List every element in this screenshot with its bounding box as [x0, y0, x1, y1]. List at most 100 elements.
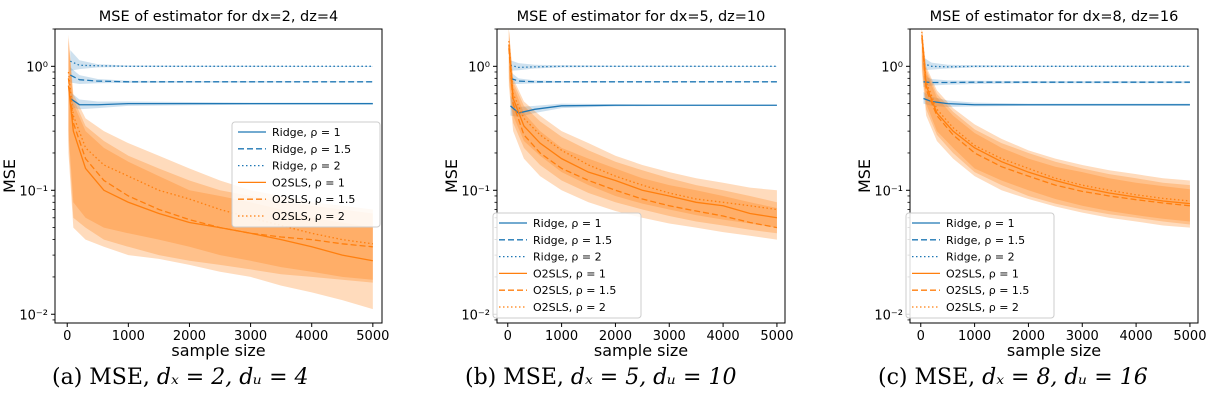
y-tick-label: 10⁰	[26, 60, 48, 75]
series-band-1	[923, 92, 1190, 107]
x-tick-label: 3000	[653, 329, 686, 344]
legend-box	[231, 121, 381, 228]
caption-a-math: dₓ = 2, dᵤ = 4	[156, 365, 309, 390]
axes-frame	[54, 28, 383, 324]
y-tick-label: 10⁻²	[461, 308, 490, 323]
y-tick-label: 10⁰	[881, 60, 903, 75]
caption-c: (c) MSE, dₓ = 8, dᵤ = 16	[878, 365, 1148, 390]
x-tick-label: 3000	[234, 329, 267, 344]
series-line-2	[510, 77, 777, 83]
x-axis-label: sample size	[171, 341, 265, 360]
plot-area	[921, 29, 1190, 228]
legend-label-3: Ridge, ρ = 2	[946, 251, 1015, 264]
legend-label-6: O2SLS, ρ = 2	[946, 301, 1019, 314]
legend-label-3: Ridge, ρ = 2	[533, 251, 602, 264]
series-line-2	[69, 74, 373, 83]
legend-label-5: O2SLS, ρ = 1.5	[946, 284, 1029, 297]
legend-label-1: Ridge, ρ = 1	[272, 126, 341, 139]
series-band-5	[921, 29, 1190, 228]
x-tick-label: 2000	[1012, 329, 1045, 344]
legend-label-6: O2SLS, ρ = 2	[533, 301, 606, 314]
series-band-3	[70, 50, 373, 71]
plot-area	[508, 29, 778, 240]
y-tick-label: 10⁻¹	[19, 184, 48, 199]
series-line-2	[923, 81, 1190, 84]
legend: Ridge, ρ = 1 Ridge, ρ = 1.5 Ridge, ρ = 2 O2…	[905, 212, 1055, 319]
chart-title: MSE of estimator for dx=5, dz=10	[517, 9, 766, 25]
series-band-5	[508, 29, 777, 240]
x-tick-label: 5000	[356, 329, 389, 344]
series-line-5	[921, 37, 1190, 207]
x-tick-label: 4000	[707, 329, 740, 344]
x-tick-label: 0	[63, 329, 71, 344]
legend-label-2: Ridge, ρ = 1.5	[533, 234, 612, 247]
series-band-2	[923, 75, 1190, 88]
legend: Ridge, ρ = 1 Ridge, ρ = 1.5 Ridge, ρ = 2 O2…	[492, 212, 642, 319]
chart-panel-3: MSE of estimator for dx=8, dz=16 0 1000 200…	[855, 9, 1206, 360]
series-line-6	[508, 40, 778, 211]
series-band-3	[510, 60, 777, 71]
legend-label-6: O2SLS, ρ = 2	[272, 210, 345, 223]
y-axis-label: MSE	[0, 159, 19, 193]
x-axis-label: sample size	[594, 341, 688, 360]
legend: Ridge, ρ = 1 Ridge, ρ = 1.5 Ridge, ρ = 2 O2…	[231, 121, 381, 228]
series-band-6	[921, 29, 1190, 222]
legend-box	[905, 212, 1055, 319]
caption-a-prefix: (a) MSE,	[52, 365, 157, 390]
x-tick-label: 5000	[760, 329, 793, 344]
x-tick-label: 4000	[295, 329, 328, 344]
series-band-1	[70, 92, 373, 110]
x-tick-label: 3000	[1066, 329, 1099, 344]
chart-title: MSE of estimator for dx=8, dz=16	[930, 9, 1179, 25]
series-line-3	[923, 63, 1190, 68]
axes-frame	[496, 28, 786, 324]
y-tick-label: 10⁻²	[19, 308, 48, 323]
x-tick-label: 0	[917, 329, 925, 344]
x-tick-label: 1000	[545, 329, 578, 344]
legend-label-2: Ridge, ρ = 1.5	[946, 234, 1025, 247]
y-tick-label: 10⁻¹	[874, 184, 903, 199]
series-band-2	[70, 67, 373, 85]
series-line-4	[921, 34, 1190, 205]
chart-panel-2: MSE of estimator for dx=5, dz=10 0 1000 200…	[442, 9, 793, 360]
y-tick-label: 10⁰	[468, 60, 490, 75]
caption-c-math: dₓ = 8, dᵤ = 16	[982, 365, 1148, 390]
x-tick-label: 1000	[958, 329, 991, 344]
x-tick-label: 1000	[112, 329, 145, 344]
series-band-6	[508, 29, 777, 228]
legend-label-2: Ridge, ρ = 1.5	[272, 143, 351, 156]
caption-a: (a) MSE, dₓ = 2, dᵤ = 4	[52, 365, 309, 390]
y-axis-label: MSE	[442, 159, 461, 193]
series-line-5	[508, 48, 778, 229]
caption-c-prefix: (c) MSE,	[878, 365, 983, 390]
series-band-4	[921, 29, 1190, 225]
y-tick-label: 10⁻²	[874, 308, 903, 323]
legend-label-5: O2SLS, ρ = 1.5	[272, 193, 355, 206]
legend-label-4: O2SLS, ρ = 1	[946, 267, 1019, 280]
series-band-3	[923, 57, 1190, 71]
x-tick-label: 2000	[173, 329, 206, 344]
series-band-4	[508, 29, 777, 234]
series-line-4	[67, 85, 373, 262]
legend-label-3: Ridge, ρ = 2	[272, 160, 341, 173]
x-tick-label: 2000	[599, 329, 632, 344]
chart-title: MSE of estimator for dx=2, dz=4	[99, 9, 339, 25]
axes-frame	[909, 28, 1199, 324]
y-tick-label: 10⁻¹	[461, 184, 490, 199]
caption-b: (b) MSE, dₓ = 5, dᵤ = 10	[465, 365, 736, 390]
series-band-2	[510, 71, 777, 85]
series-line-1	[69, 97, 373, 106]
series-band-1	[510, 95, 777, 118]
series-line-5	[67, 78, 373, 248]
legend-label-4: O2SLS, ρ = 1	[533, 267, 606, 280]
series-line-1	[923, 97, 1190, 106]
x-tick-label: 4000	[1120, 329, 1153, 344]
legend-label-1: Ridge, ρ = 1	[946, 217, 1015, 230]
x-axis-label: sample size	[1007, 341, 1101, 360]
x-tick-label: 5000	[1173, 329, 1206, 344]
legend-label-5: O2SLS, ρ = 1.5	[533, 284, 616, 297]
caption-b-math: dₓ = 5, dᵤ = 10	[570, 365, 737, 390]
caption-b-prefix: (b) MSE,	[465, 365, 571, 390]
series-line-4	[508, 44, 778, 219]
chart-panel-1: MSE of estimator for dx=2, dz=4 0 1000 2000…	[0, 9, 389, 360]
